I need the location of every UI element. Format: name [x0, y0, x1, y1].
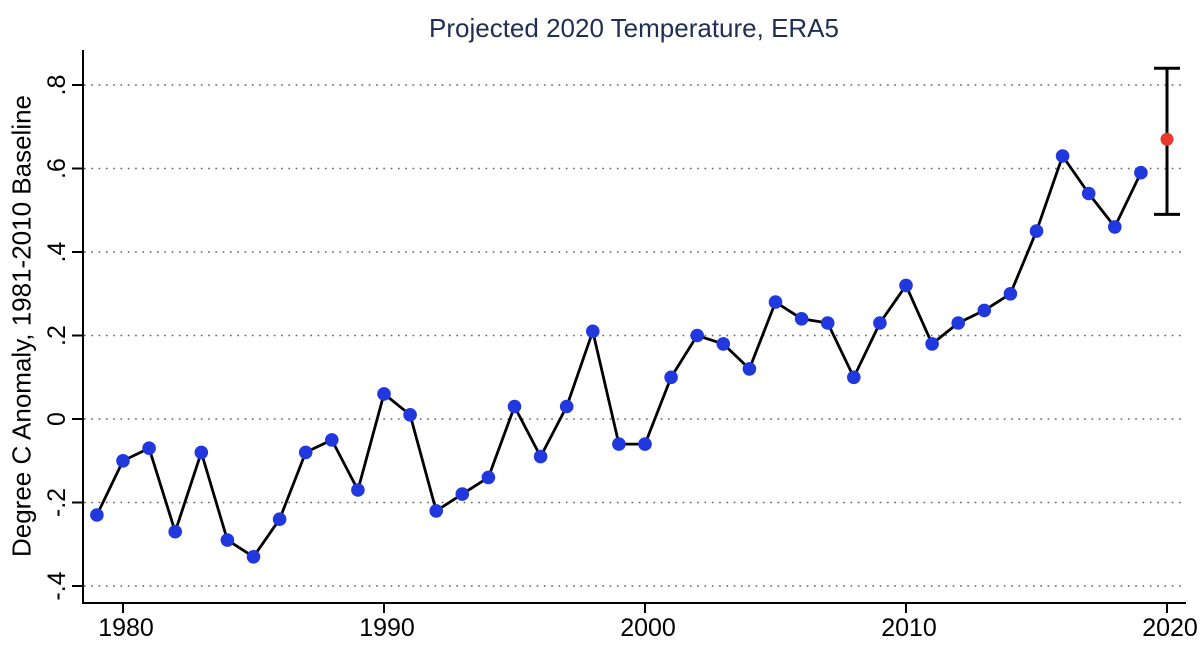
data-point [847, 370, 861, 385]
x-tick-label: 1980 [98, 614, 154, 642]
data-point [507, 399, 522, 414]
chart-title: Projected 2020 Temperature, ERA5 [429, 13, 839, 43]
data-point [429, 504, 444, 518]
data-point [325, 433, 339, 447]
data-point [664, 370, 678, 385]
series-line [95, 154, 1143, 559]
data-point [272, 512, 287, 526]
x-tick-label: 2010 [881, 614, 937, 642]
data-point [298, 445, 313, 460]
y-tick-label: .6 [43, 158, 71, 179]
data-point [116, 454, 130, 468]
x-tick-label: 2020 [1142, 614, 1198, 642]
x-tick-label: 2000 [620, 614, 676, 642]
data-point [455, 487, 470, 501]
data-point [1055, 149, 1070, 163]
data-point [1134, 165, 1148, 180]
y-tick-label: -.2 [43, 488, 71, 517]
data-point [716, 337, 731, 351]
data-point [794, 312, 809, 326]
data-point [977, 303, 992, 318]
data-point [1003, 287, 1018, 301]
y-tick-label: .4 [43, 241, 71, 262]
data-point [820, 316, 835, 330]
data-point [638, 437, 652, 451]
data-point [533, 449, 548, 464]
data-point [586, 324, 600, 339]
x-tick-label: 1990 [359, 614, 415, 642]
data-point [612, 437, 626, 451]
data-point [220, 533, 235, 547]
data-point [194, 445, 209, 460]
data-point [1081, 186, 1096, 201]
data-point [559, 399, 574, 414]
data-point [1029, 224, 1044, 238]
data-point [768, 295, 783, 309]
data-point [403, 408, 417, 422]
data-point [377, 387, 391, 401]
data-point [142, 441, 156, 456]
data-point [168, 524, 182, 539]
data-point [951, 316, 965, 330]
data-point [246, 550, 261, 564]
data-point [873, 316, 887, 330]
data-point [742, 362, 757, 376]
y-tick-label: .8 [43, 75, 71, 96]
y-tick-label: 0 [43, 412, 71, 426]
data-point [925, 337, 939, 351]
data-point [90, 508, 104, 522]
data-point [690, 328, 704, 343]
data-point [351, 483, 365, 497]
y-tick-label: -.4 [43, 571, 71, 600]
y-tick-label: .2 [43, 325, 71, 346]
data-point [899, 278, 913, 293]
projection-point [1160, 132, 1174, 146]
data-point [1108, 220, 1122, 234]
data-point [481, 470, 496, 485]
